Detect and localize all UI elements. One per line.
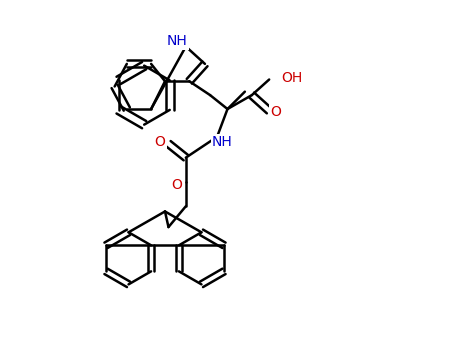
Text: O: O (154, 135, 165, 149)
Text: O: O (271, 105, 282, 119)
Text: OH: OH (281, 71, 303, 85)
Text: O: O (172, 178, 182, 192)
Text: NH: NH (212, 135, 233, 149)
Text: NH: NH (167, 34, 187, 48)
